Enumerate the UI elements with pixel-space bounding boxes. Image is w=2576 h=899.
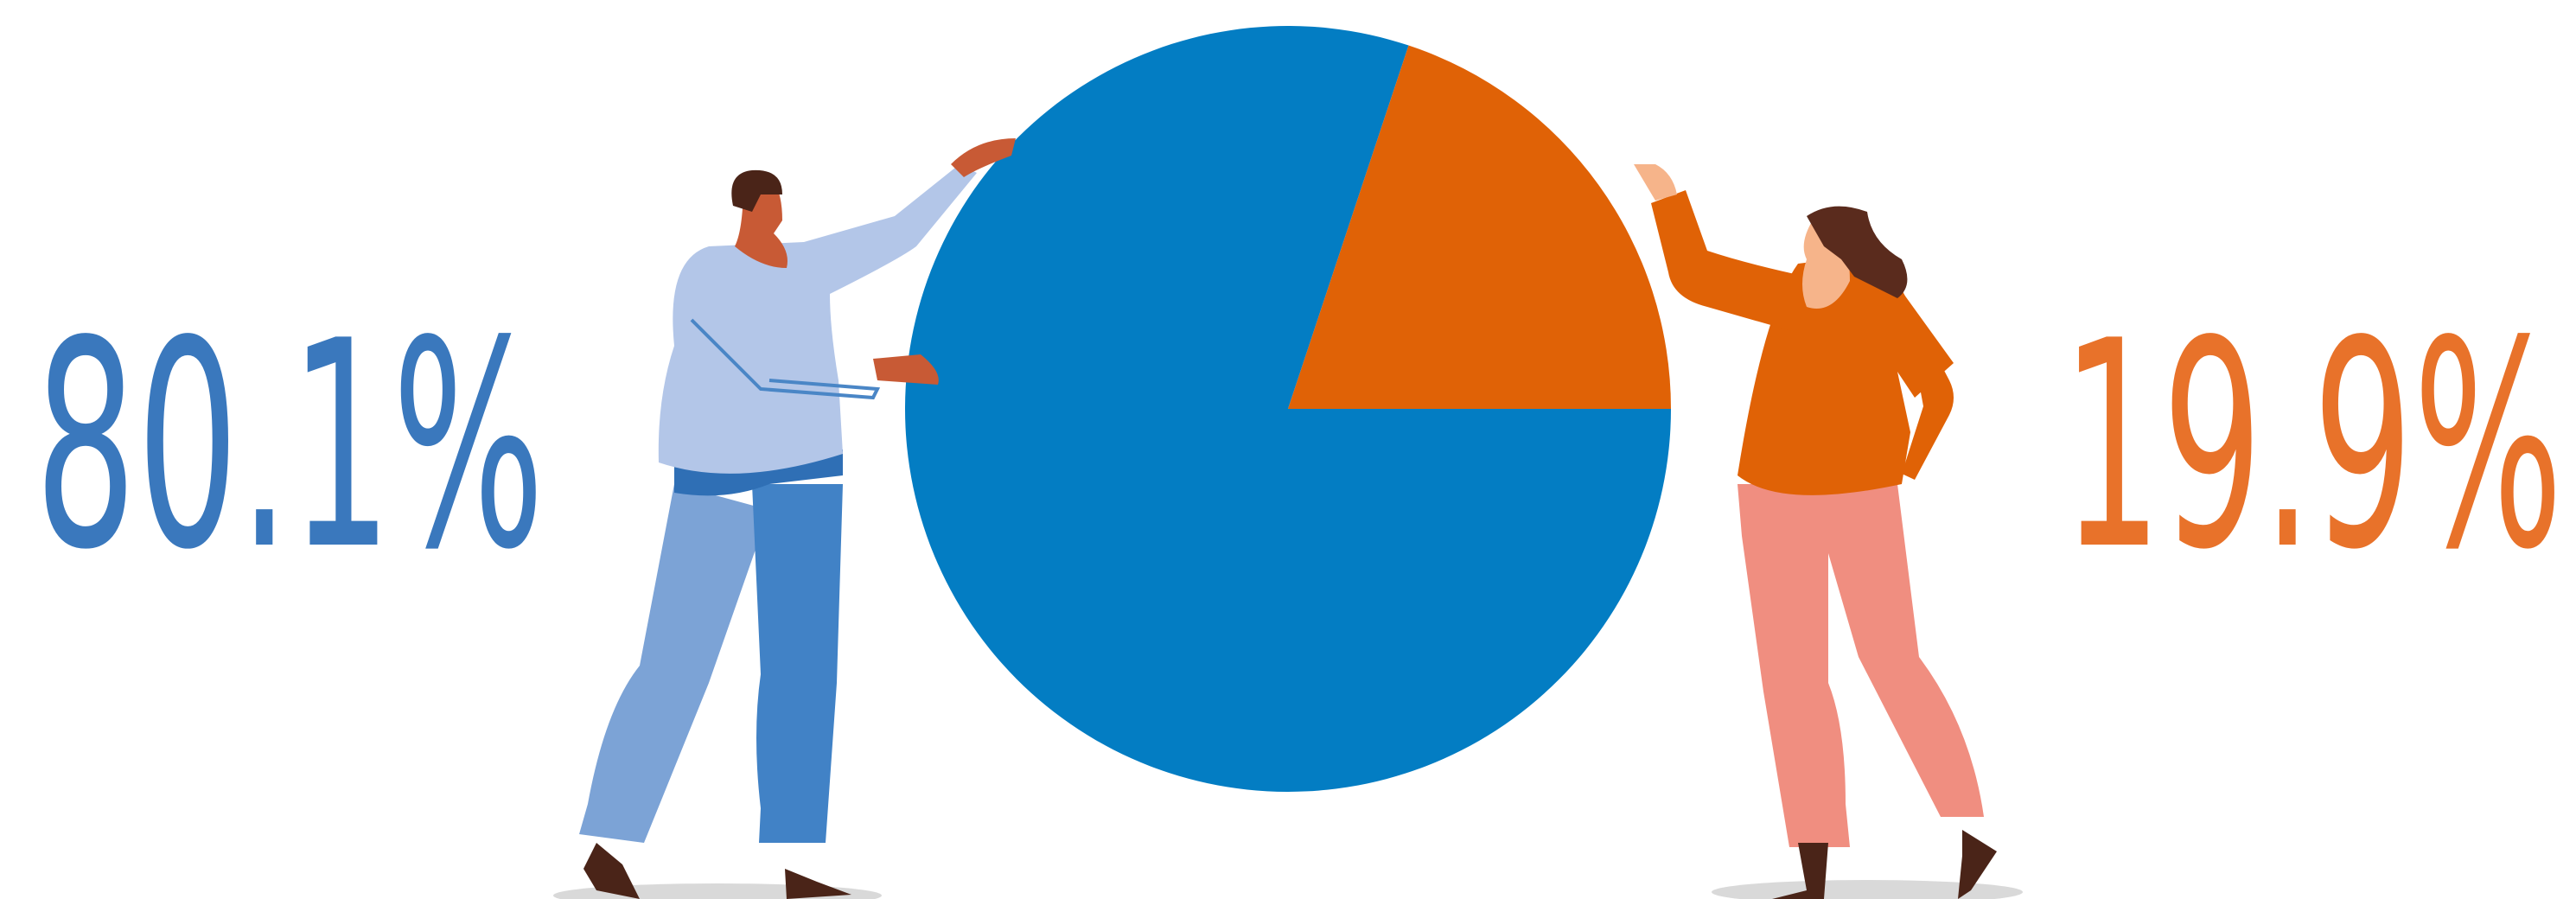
shadow: [1712, 880, 2023, 899]
pie-slice: [905, 26, 1671, 793]
value-label: 19.9%: [2062, 280, 2563, 612]
woman-illustration: [1634, 164, 1997, 899]
man-illustration: [579, 138, 1016, 899]
pie: [905, 26, 1671, 793]
value-label: 80.1%: [35, 280, 545, 612]
pie-slice: [1288, 45, 1671, 409]
